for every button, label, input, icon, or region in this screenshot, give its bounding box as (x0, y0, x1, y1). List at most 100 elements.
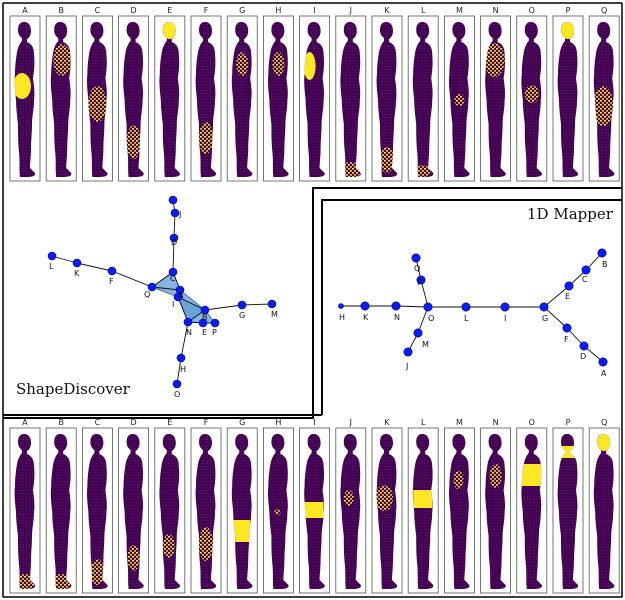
node-label-M: M (271, 310, 278, 319)
graph-edge (543, 306, 568, 329)
highlight-region (199, 122, 213, 154)
top-panel-F: F (190, 6, 222, 182)
graph-edge (543, 285, 570, 308)
graph-node-C (168, 267, 178, 277)
body-silhouette (557, 434, 579, 589)
top-letter: A (22, 6, 28, 15)
graph-edge (204, 304, 243, 311)
top-letter: F (204, 6, 209, 15)
highlight-region (597, 434, 612, 451)
highlight-region (380, 147, 394, 173)
top-panel-Q: Q (588, 6, 620, 182)
graph-node-H (338, 303, 344, 309)
bottom-letter: N (493, 418, 499, 427)
graph-node-C (581, 265, 591, 275)
mapper-caption: 1D Mapper (527, 205, 614, 223)
highlight-region (485, 43, 505, 77)
node-label-G: G (542, 314, 548, 323)
body-silhouette (557, 22, 579, 177)
graph-edge (151, 286, 181, 291)
graph-edge (172, 237, 175, 273)
graph-node-H (176, 353, 186, 363)
top-panel-N: N (480, 6, 512, 182)
node-label-J: J (178, 210, 181, 219)
mapper-graph: H K N O L I G QP M J E C B F D A (338, 248, 608, 378)
bottom-panel-C: C (82, 418, 113, 594)
node-label-J: J (405, 362, 408, 371)
graph-node-B (597, 248, 607, 258)
highlight-region (561, 22, 575, 39)
bottom-letter: M (456, 418, 463, 427)
node-label-O: O (174, 390, 180, 399)
node-label-P: P (212, 328, 217, 337)
bottom-panel-K: K (371, 418, 403, 594)
node-label-E: E (202, 328, 207, 337)
top-panel-H: H (262, 6, 294, 182)
bottom-letter: I (313, 418, 315, 427)
body-silhouette (159, 22, 180, 177)
node-label-D: D (580, 352, 586, 361)
bottom-letter: K (384, 418, 390, 427)
top-letter: M (456, 6, 463, 15)
node-label-C: C (170, 274, 176, 283)
top-panel-P: P (552, 6, 584, 182)
node-label-N: N (186, 328, 192, 337)
node-label-M: M (422, 340, 429, 349)
node-label-K: K (74, 269, 80, 278)
node-label-K: K (363, 313, 369, 322)
highlight-region (343, 490, 354, 506)
graph-node-Q (147, 282, 157, 292)
node-label-D: D (171, 238, 177, 247)
node-label-L: L (49, 262, 54, 271)
bottom-row-figures: A B C D E F G H I J K L M N O P Q (9, 418, 620, 594)
bottom-panel-E: E (154, 418, 186, 594)
body-silhouette (340, 22, 361, 177)
node-label-A: A (601, 369, 607, 378)
body-silhouette (14, 434, 36, 589)
graph-node-Q (411, 253, 421, 263)
graph-node-F (107, 266, 117, 276)
highlight-region (126, 125, 141, 159)
bottom-panel-O: O (516, 418, 548, 594)
bottom-letter: F (204, 418, 209, 427)
graph-node-K (72, 258, 82, 268)
node-label-P: P (417, 278, 422, 287)
bottom-panel-P: P (552, 418, 584, 594)
graph-edge (176, 357, 182, 385)
highlight-region (521, 464, 542, 486)
node-label-I: I (172, 300, 174, 309)
bottom-panel-G: G (226, 418, 258, 594)
graph-node-D (169, 233, 179, 243)
graph-node-R (416, 275, 426, 285)
top-panel-M: M (443, 6, 475, 182)
shapediscover-caption: ShapeDiscover (16, 380, 131, 398)
graph-node-O (423, 302, 433, 312)
top-letter: P (566, 6, 571, 15)
highlight-region (14, 73, 31, 99)
graph-node-O (172, 379, 182, 389)
node-label-L: L (464, 314, 469, 323)
highlight-region (236, 52, 249, 76)
body-silhouette (593, 434, 615, 589)
top-panel-K: K (371, 6, 403, 182)
body-silhouette (376, 434, 398, 589)
bottom-panel-N: N (480, 418, 512, 594)
bottom-letter: C (95, 418, 101, 427)
graph-node-I (500, 302, 510, 312)
bottom-letter: O (529, 418, 535, 427)
graph-node-L (461, 302, 471, 312)
top-panel-A: A (9, 6, 41, 182)
node-label-I: I (504, 314, 506, 323)
bottom-letter: G (239, 418, 245, 427)
bottom-panel-Q: Q (588, 418, 620, 594)
graph-edge (180, 321, 189, 359)
bottom-letter: L (421, 418, 426, 427)
node-label-H: H (339, 313, 345, 322)
graph-edge (151, 271, 174, 288)
graph-node-L (47, 251, 57, 261)
highlight-region (233, 520, 251, 542)
highlight-region (489, 464, 502, 488)
body-silhouette (412, 434, 434, 589)
graph-node-P (210, 318, 220, 328)
